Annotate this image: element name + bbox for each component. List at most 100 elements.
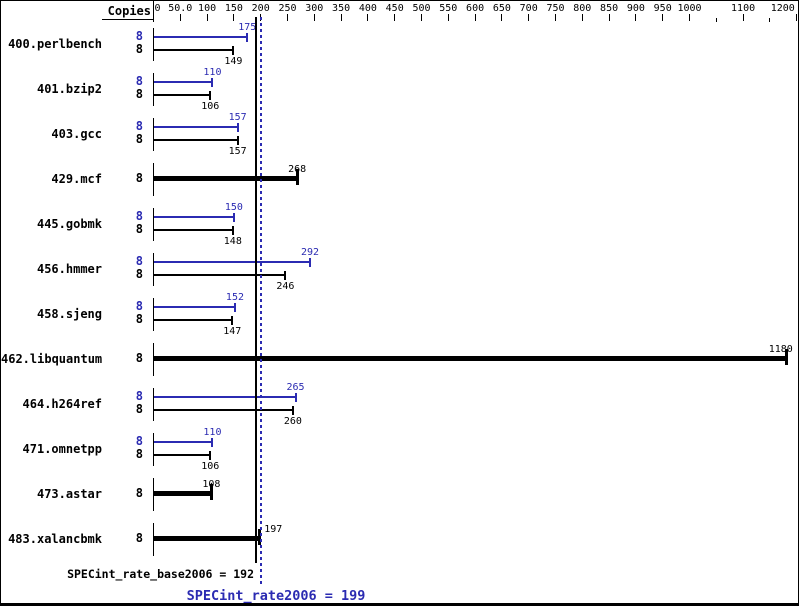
bar-value-label: 157 bbox=[228, 112, 247, 123]
copies-value: 8 bbox=[135, 29, 143, 43]
axis-tick bbox=[206, 14, 208, 21]
peak-mean-line bbox=[259, 17, 262, 586]
base-mean-line bbox=[254, 17, 257, 563]
copies-value: 8 bbox=[135, 254, 143, 268]
axis-tick-label: 1100 bbox=[731, 3, 756, 14]
base-bar-endcap bbox=[209, 451, 212, 460]
axis-tick bbox=[421, 14, 422, 21]
bar-value-label: 148 bbox=[223, 236, 242, 247]
bar-value-label: 246 bbox=[276, 281, 295, 292]
row-axis-line bbox=[153, 208, 154, 241]
base-bar-endcap bbox=[210, 484, 214, 500]
bar-value-label: 150 bbox=[224, 202, 243, 213]
base-bar bbox=[154, 274, 286, 276]
base-bar bbox=[154, 176, 298, 181]
axis-tick bbox=[313, 14, 315, 21]
copies-value: 8 bbox=[135, 209, 143, 223]
axis-tick-label: 950 bbox=[653, 3, 672, 14]
base-bar bbox=[154, 229, 233, 231]
benchmark-label: 473.astar bbox=[36, 487, 102, 501]
axis-tick bbox=[715, 18, 717, 22]
copies-value: 8 bbox=[135, 434, 143, 448]
copies-value: 8 bbox=[135, 119, 143, 133]
axis-tick bbox=[153, 14, 154, 21]
bar-value-label: 152 bbox=[225, 292, 244, 303]
base-bar bbox=[154, 536, 260, 541]
benchmark-label: 483.xalancbmk bbox=[8, 532, 102, 546]
peak-summary-label: SPECint_rate2006 = 199 bbox=[186, 588, 366, 604]
base-bar bbox=[154, 49, 234, 51]
axis-tick bbox=[769, 18, 771, 22]
base-bar-endcap bbox=[232, 46, 235, 55]
base-bar-endcap bbox=[231, 316, 234, 325]
bar-value-label: 260 bbox=[283, 416, 302, 427]
axis-tick-label: 1000 bbox=[677, 3, 702, 14]
row-axis-line bbox=[153, 118, 154, 151]
axis-tick bbox=[796, 14, 798, 21]
bar-value-label: 197 bbox=[264, 524, 283, 535]
base-summary-label: SPECint_rate_base2006 = 192 bbox=[67, 567, 254, 581]
peak-bar bbox=[154, 126, 238, 128]
axis-tick-label: 600 bbox=[466, 3, 485, 14]
copies-value: 8 bbox=[135, 267, 143, 281]
axis-tick-label: 800 bbox=[573, 3, 592, 14]
axis-tick-label: 500 bbox=[412, 3, 431, 14]
bar-value-label: 149 bbox=[224, 56, 243, 67]
peak-bar-endcap bbox=[232, 213, 235, 222]
copies-value: 8 bbox=[135, 402, 143, 416]
peak-bar bbox=[154, 261, 310, 263]
copies-column-header: Copies bbox=[107, 4, 151, 18]
copies-value: 8 bbox=[135, 74, 143, 88]
axis-tick bbox=[635, 14, 637, 21]
axis-tick bbox=[179, 14, 181, 21]
base-bar-endcap bbox=[231, 226, 234, 235]
base-bar-endcap bbox=[296, 169, 300, 185]
peak-bar-endcap bbox=[294, 393, 297, 402]
copies-value: 8 bbox=[135, 171, 143, 185]
copies-value: 8 bbox=[135, 351, 143, 365]
axis-tick-label: 400 bbox=[358, 3, 377, 14]
axis-tick bbox=[608, 14, 610, 21]
base-bar bbox=[154, 454, 211, 456]
bar-value-label: 265 bbox=[286, 382, 305, 393]
peak-bar bbox=[154, 81, 213, 83]
bar-value-label: 106 bbox=[201, 461, 220, 472]
bar-value-label: 292 bbox=[300, 247, 320, 258]
peak-bar-endcap bbox=[309, 258, 311, 267]
axis-tick-label: 200 bbox=[251, 3, 270, 14]
axis-tick-label: 650 bbox=[492, 3, 511, 14]
base-bar bbox=[154, 491, 212, 496]
axis-tick bbox=[581, 14, 583, 21]
axis-divider-line bbox=[153, 1, 154, 22]
base-bar-endcap bbox=[284, 271, 287, 280]
bar-value-label: 175 bbox=[238, 22, 257, 33]
copies-value: 8 bbox=[135, 222, 143, 236]
copies-value: 8 bbox=[135, 447, 143, 461]
axis-tick bbox=[474, 14, 476, 21]
bar-value-label: 157 bbox=[228, 146, 247, 157]
base-bar-endcap bbox=[236, 136, 239, 145]
row-axis-line bbox=[153, 298, 154, 331]
peak-bar bbox=[154, 396, 296, 398]
axis-tick-label: 150 bbox=[224, 3, 243, 14]
row-axis-line bbox=[153, 388, 154, 421]
axis-tick bbox=[340, 14, 342, 21]
benchmark-label: 462.libquantum bbox=[1, 352, 103, 366]
axis-tick-label: 50.0 bbox=[168, 3, 193, 14]
base-bar-endcap bbox=[209, 91, 212, 100]
benchmark-label: 445.gobmk bbox=[36, 217, 102, 231]
copies-value: 8 bbox=[135, 132, 143, 146]
peak-bar-endcap bbox=[233, 303, 236, 312]
peak-bar-endcap bbox=[211, 78, 214, 87]
axis-tick-label: 550 bbox=[439, 3, 458, 14]
row-axis-line bbox=[153, 253, 154, 286]
benchmark-label: 403.gcc bbox=[51, 127, 102, 141]
benchmark-label: 400.perlbench bbox=[8, 37, 102, 51]
base-bar-endcap bbox=[291, 406, 294, 415]
bar-value-label: 110 bbox=[203, 67, 222, 78]
copies-value: 8 bbox=[135, 312, 143, 326]
row-axis-line bbox=[153, 478, 154, 511]
axis-tick-label: 300 bbox=[305, 3, 324, 14]
axis-tick-label: 1200 bbox=[770, 3, 795, 14]
